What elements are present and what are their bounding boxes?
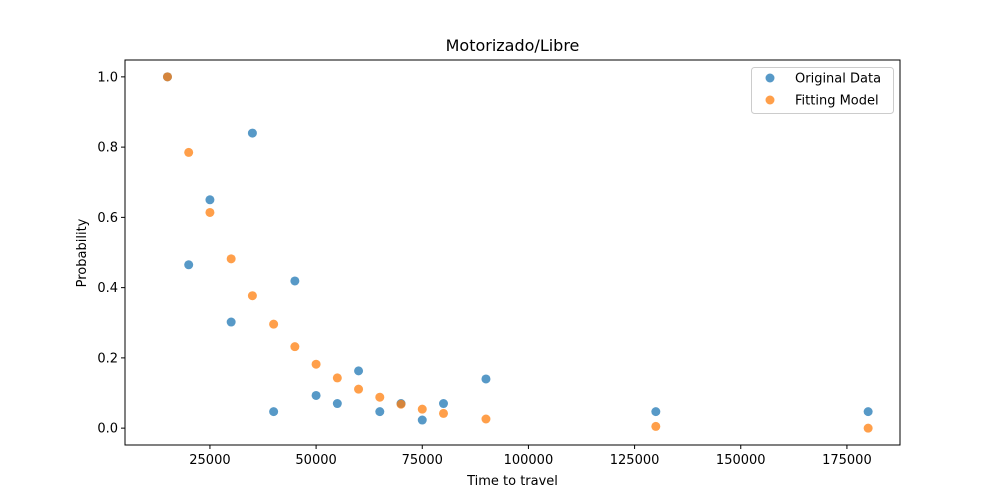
x-tick-label: 150000: [716, 453, 766, 468]
x-tick-label: 175000: [822, 453, 872, 468]
data-point: [205, 207, 215, 217]
plot-area-frame: [124, 59, 901, 446]
x-tick-label: 25000: [189, 453, 230, 468]
data-point: [162, 72, 172, 82]
legend-box: [751, 67, 894, 114]
x-axis-label: Time to travel: [466, 474, 558, 489]
legend-marker: [765, 73, 775, 83]
data-point: [269, 407, 279, 417]
data-point: [247, 128, 257, 138]
data-point: [290, 342, 300, 352]
data-point: [651, 407, 661, 417]
legend-marker: [765, 95, 775, 105]
data-point: [375, 407, 385, 417]
data-point: [651, 421, 661, 431]
axis-ticks: 25000 50000 75000 100000 125000 150000 175000 0…: [97, 70, 871, 468]
data-point: [375, 392, 385, 402]
data-point: [311, 390, 321, 400]
data-point: [438, 399, 448, 409]
x-tick-label: 100000: [504, 453, 554, 468]
data-point: [863, 407, 873, 417]
y-tick-label: 0.2: [97, 351, 118, 366]
data-point: [481, 414, 491, 424]
x-tick-label: 50000: [295, 453, 336, 468]
x-tick-label: 75000: [402, 453, 443, 468]
x-tick-label: 125000: [610, 453, 660, 468]
data-point: [354, 384, 364, 394]
y-tick-label: 0.8: [97, 141, 118, 156]
data-point: [226, 254, 236, 264]
y-tick-label: 0.0: [97, 422, 118, 437]
data-point: [184, 147, 194, 157]
legend-entry-label: Original Data: [795, 72, 881, 87]
y-tick-label: 1.0: [97, 70, 118, 85]
data-point: [290, 276, 300, 286]
data-point: [863, 423, 873, 433]
series-fitting-model: [162, 72, 873, 433]
data-point: [184, 260, 194, 270]
data-point: [269, 319, 279, 329]
data-point: [354, 366, 364, 376]
y-tick-label: 0.6: [97, 211, 118, 226]
data-point: [311, 359, 321, 369]
data-point: [438, 408, 448, 418]
data-point: [205, 195, 215, 205]
legend-entry-label: Fitting Model: [795, 94, 879, 109]
chart-title: Motorizado/Libre: [446, 36, 580, 55]
y-tick-label: 0.4: [97, 281, 118, 296]
legend: Original Data Fitting Model: [751, 67, 894, 114]
y-axis-label: Probability: [75, 218, 90, 287]
data-point: [332, 399, 342, 409]
data-point: [332, 373, 342, 383]
data-point: [481, 374, 491, 384]
data-points: [162, 72, 873, 433]
data-point: [417, 415, 427, 425]
data-point: [247, 291, 257, 301]
data-point: [226, 317, 236, 327]
data-point: [396, 399, 406, 409]
data-point: [417, 404, 427, 414]
